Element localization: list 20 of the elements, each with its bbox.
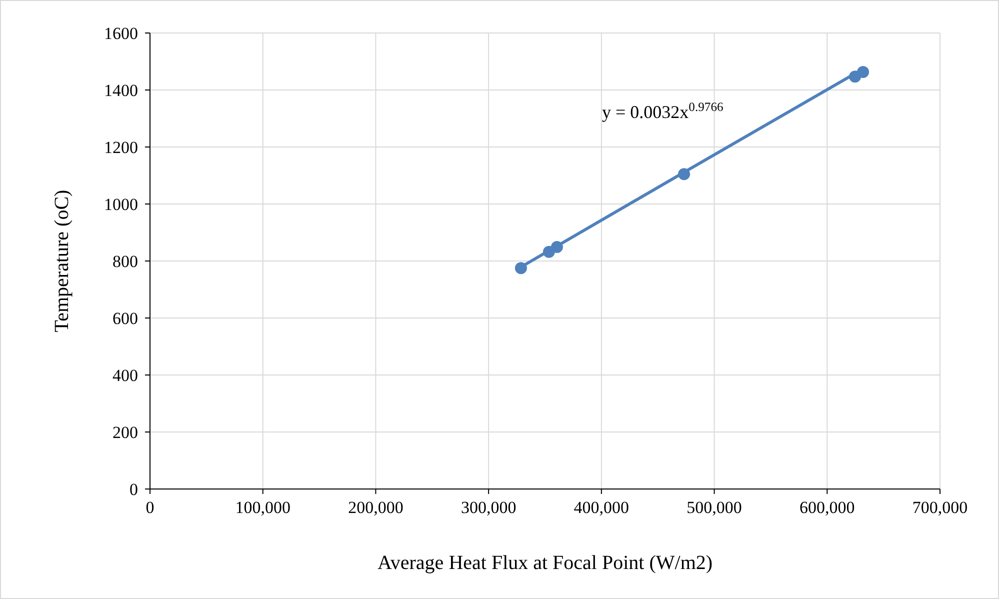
x-tick-label: 300,000 bbox=[460, 498, 516, 517]
y-tick-label: 1200 bbox=[104, 138, 138, 157]
y-tick-label: 1400 bbox=[104, 81, 138, 100]
y-tick-label: 1000 bbox=[104, 195, 138, 214]
x-tick-label: 100,000 bbox=[235, 498, 290, 517]
y-tick-label: 0 bbox=[130, 480, 138, 499]
y-tick-label: 200 bbox=[112, 423, 138, 442]
x-axis-title: Average Heat Flux at Focal Point (W/m2) bbox=[377, 552, 713, 574]
y-tick-label: 1600 bbox=[104, 24, 138, 43]
x-tick-label: 0 bbox=[146, 498, 154, 517]
annotation: y = 0.0032x$^{0.9766}$ bbox=[602, 100, 724, 122]
x-tick-label: 600,000 bbox=[800, 498, 855, 517]
x-tick-label: 200,000 bbox=[348, 498, 404, 517]
x-tick-label: 400,000 bbox=[574, 498, 630, 517]
x-tick-label: 700,000 bbox=[912, 498, 968, 517]
y-tick-label: 600 bbox=[112, 309, 138, 328]
y-axis-title: Temperature (oC) bbox=[51, 190, 73, 332]
y-tick-label: 800 bbox=[112, 252, 138, 271]
y-tick-label: 400 bbox=[112, 366, 138, 385]
x-tick-label: 500,000 bbox=[686, 498, 742, 517]
